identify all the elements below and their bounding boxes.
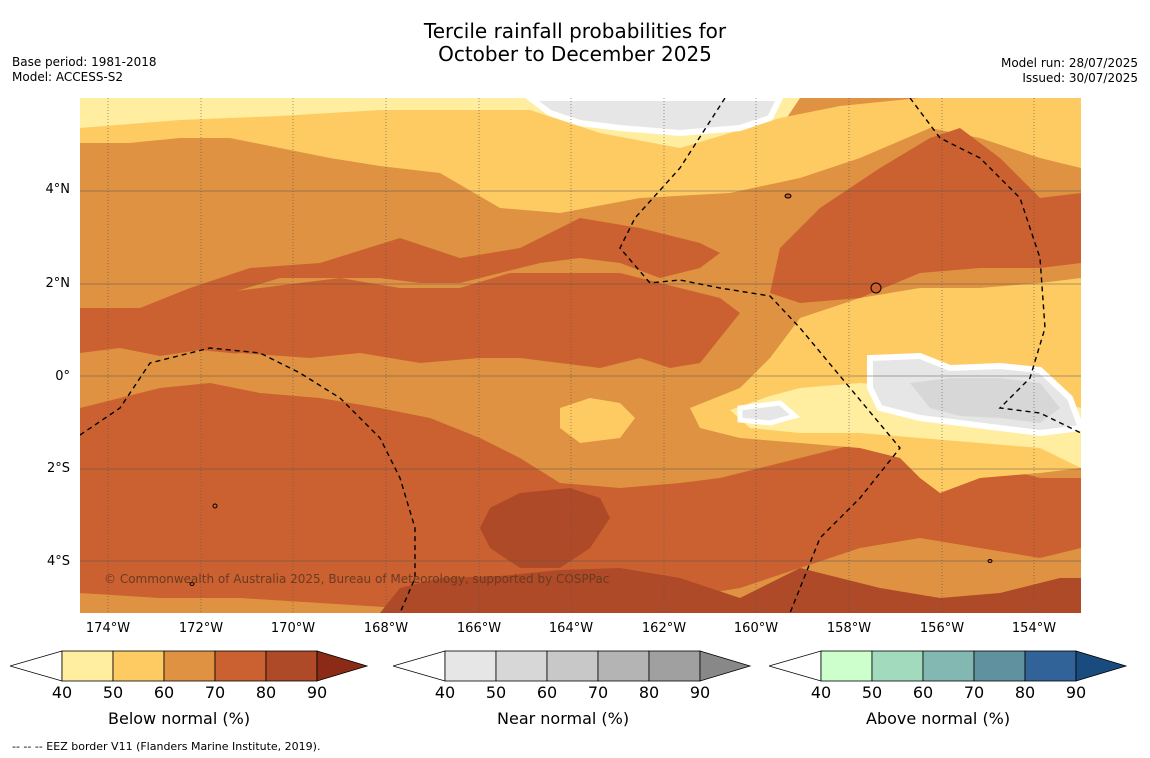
colorbar-over-triangle — [1075, 650, 1128, 682]
colorbar-label-below: Below normal (%) — [108, 709, 251, 728]
lon-label-174w: 174°W — [85, 621, 131, 636]
colorbar-tick-label: 40 — [51, 683, 73, 702]
lon-label-160w: 160°W — [733, 621, 779, 636]
colorbar-segment — [597, 650, 650, 682]
eez-borders — [80, 98, 1081, 613]
bn80-region-south — [480, 488, 610, 568]
lat-label-2s: 2°S — [46, 461, 70, 476]
colorbar-segment — [820, 650, 873, 682]
colorbar-tick-label: 40 — [434, 683, 456, 702]
colorbar-tick-label: 40 — [810, 683, 832, 702]
bn80-region-bottom — [380, 568, 1081, 613]
lon-label-158w: 158°W — [826, 621, 872, 636]
lon-label-162w: 162°W — [641, 621, 687, 636]
model-text: Model: ACCESS-S2 — [12, 70, 124, 84]
colorbar-segment — [444, 650, 497, 682]
colorbar-tick-label: 60 — [536, 683, 558, 702]
lon-label-166w: 166°W — [456, 621, 502, 636]
nn50-region-top — [525, 98, 784, 137]
colorbar-segment — [648, 650, 701, 682]
colorbar-segment — [112, 650, 165, 682]
colorbar-tick-label: 60 — [912, 683, 934, 702]
colorbar-tick-label: 80 — [638, 683, 660, 702]
colorbar-segment — [922, 650, 975, 682]
bn70-region-right — [770, 128, 1081, 303]
colorbar-segment — [495, 650, 548, 682]
colorbar-tick-label: 90 — [306, 683, 328, 702]
colorbar-under-triangle — [769, 650, 822, 682]
colorbar-under-triangle — [393, 650, 446, 682]
lat-label-4n: 4°N — [45, 182, 71, 197]
lon-label-168w: 168°W — [363, 621, 409, 636]
nn50-region-small — [737, 400, 801, 426]
lon-label-172w: 172°W — [178, 621, 224, 636]
colorbar-below-normal — [10, 650, 369, 682]
colorbar-tick-label: 50 — [485, 683, 507, 702]
colorbar-tick-label: 70 — [204, 683, 226, 702]
map-copyright: © Commonwealth of Australia 2025, Bureau… — [104, 572, 609, 586]
colorbar-tick-label: 50 — [102, 683, 124, 702]
island-outlines — [189, 193, 993, 586]
lat-label-2n: 2°N — [45, 276, 71, 291]
colorbar-segment — [265, 650, 318, 682]
colorbar-tick-label: 50 — [861, 683, 883, 702]
colorbar-near-normal — [393, 650, 752, 682]
colorbar-label-above: Above normal (%) — [866, 709, 1011, 728]
lat-label-4s: 4°S — [46, 554, 70, 569]
bn50-region-top — [80, 98, 1081, 213]
colorbar-over-triangle — [699, 650, 752, 682]
colorbar-segment — [973, 650, 1026, 682]
lon-label-156w: 156°W — [919, 621, 965, 636]
colorbar-tick-label: 80 — [1014, 683, 1036, 702]
base-period-text: Base period: 1981-2018 — [12, 55, 157, 69]
lat-label-0: 0° — [55, 369, 70, 384]
colorbar-segment — [214, 650, 267, 682]
colorbar-under-triangle — [10, 650, 63, 682]
map-gridlines — [107, 98, 1035, 613]
lon-label-154w: 154°W — [1011, 621, 1057, 636]
map-title-line1: Tercile rainfall probabilities for — [423, 19, 727, 43]
nn60-region-east — [910, 378, 1060, 423]
colorbar-tick-label: 80 — [255, 683, 277, 702]
colorbar-segment — [546, 650, 599, 682]
model-run-text: Model run: 28/07/2025 — [1000, 56, 1138, 70]
map-latitude-lines — [80, 190, 1081, 562]
colorbar-segment — [163, 650, 216, 682]
lon-label-164w: 164°W — [548, 621, 594, 636]
colorbar-tick-label: 90 — [689, 683, 711, 702]
colorbar-over-triangle — [316, 650, 369, 682]
lon-label-170w: 170°W — [270, 621, 316, 636]
bn70-band-upper — [80, 218, 720, 313]
rainfall-probability-map: © Commonwealth of Australia 2025, Bureau… — [80, 98, 1081, 613]
bn50-region-mid-small — [560, 398, 635, 443]
eez-footnote: -- -- -- EEZ border V11 (Flanders Marine… — [12, 740, 321, 753]
map-title-line2: October to December 2025 — [438, 42, 712, 66]
colorbar-above-normal — [769, 650, 1128, 682]
colorbar-tick-label: 60 — [153, 683, 175, 702]
colorbar-segment — [871, 650, 924, 682]
colorbar-segment — [61, 650, 114, 682]
colorbar-tick-label: 70 — [587, 683, 609, 702]
issued-text: Issued: 30/07/2025 — [1022, 71, 1138, 85]
colorbar-segment — [1024, 650, 1077, 682]
colorbar-label-near: Near normal (%) — [497, 709, 630, 728]
colorbar-tick-label: 70 — [963, 683, 985, 702]
colorbar-tick-label: 90 — [1065, 683, 1087, 702]
